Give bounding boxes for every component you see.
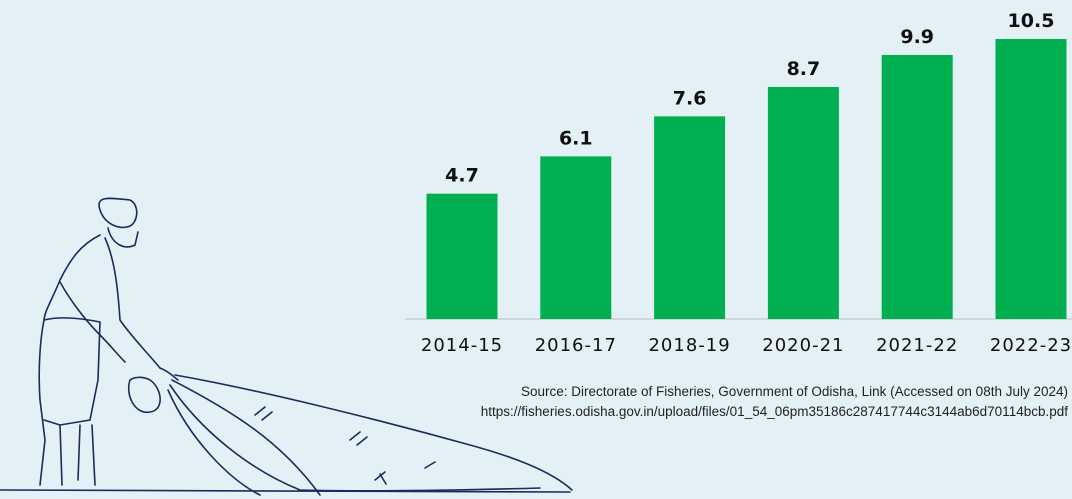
bar — [654, 116, 726, 319]
fisherman-illustration — [0, 197, 573, 496]
x-tick-label: 2021-22 — [876, 335, 958, 356]
x-tick-label: 2020-21 — [762, 335, 844, 356]
x-tick-label: 2014-15 — [421, 335, 503, 356]
bar — [881, 55, 953, 319]
x-tick-label: 2022-23 — [990, 335, 1072, 356]
value-label: 10.5 — [1008, 10, 1055, 32]
bar — [540, 156, 612, 319]
value-label: 4.7 — [445, 165, 479, 187]
value-label: 7.6 — [673, 87, 707, 109]
source-url: https://fisheries.odisha.gov.in/upload/f… — [481, 404, 1068, 419]
bar — [426, 193, 498, 319]
x-tick-label: 2018-19 — [648, 335, 730, 356]
bar — [995, 39, 1067, 319]
value-label: 9.9 — [900, 26, 934, 48]
source-note: Source: Directorate of Fisheries, Govern… — [521, 384, 1068, 399]
x-tick-label: 2016-17 — [535, 335, 617, 356]
value-label: 8.7 — [787, 58, 821, 80]
bar — [767, 87, 839, 319]
value-label: 6.1 — [559, 127, 593, 149]
